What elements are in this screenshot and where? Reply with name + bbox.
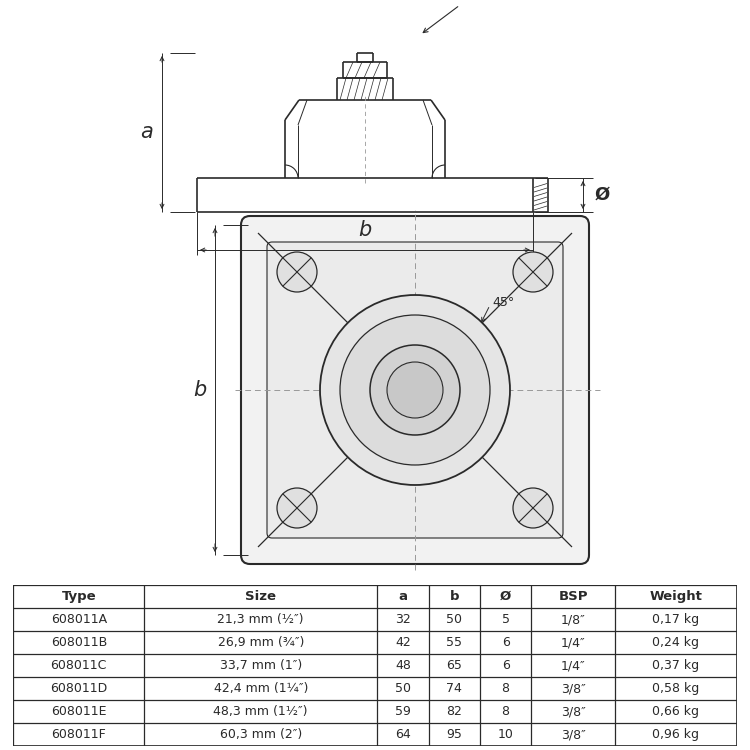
Text: BSP: BSP	[559, 590, 588, 603]
Text: 50: 50	[395, 682, 411, 695]
Text: 82: 82	[446, 705, 462, 718]
Text: 64: 64	[395, 728, 411, 741]
Text: 0,17 kg: 0,17 kg	[652, 613, 700, 626]
Text: 74: 74	[446, 682, 462, 695]
Text: 55: 55	[446, 636, 462, 649]
FancyBboxPatch shape	[241, 216, 589, 564]
Text: 50: 50	[446, 613, 462, 626]
Text: 0,37 kg: 0,37 kg	[652, 659, 700, 672]
Text: 608011C: 608011C	[50, 659, 107, 672]
Circle shape	[277, 488, 317, 528]
Text: 8: 8	[502, 705, 509, 718]
Text: 608011D: 608011D	[50, 682, 107, 695]
Text: 59: 59	[395, 705, 411, 718]
Text: 0,58 kg: 0,58 kg	[652, 682, 700, 695]
FancyBboxPatch shape	[267, 242, 563, 538]
Text: 3/8″: 3/8″	[561, 705, 586, 718]
Text: 65: 65	[446, 659, 462, 672]
Text: 3/8″: 3/8″	[561, 682, 586, 695]
Text: 6: 6	[502, 659, 509, 672]
Text: 8: 8	[502, 682, 509, 695]
Text: 42: 42	[395, 636, 411, 649]
Text: 45°: 45°	[492, 296, 514, 310]
Circle shape	[370, 345, 460, 435]
Text: 608011E: 608011E	[51, 705, 106, 718]
Text: Ø: Ø	[595, 186, 610, 204]
Text: b: b	[194, 380, 206, 400]
Text: 33,7 mm (1″): 33,7 mm (1″)	[220, 659, 302, 672]
Text: b: b	[358, 220, 372, 240]
Text: 608011A: 608011A	[51, 613, 106, 626]
Text: 0,96 kg: 0,96 kg	[652, 728, 699, 741]
Text: 26,9 mm (¾″): 26,9 mm (¾″)	[217, 636, 304, 649]
Text: 48,3 mm (1½″): 48,3 mm (1½″)	[214, 705, 308, 718]
Circle shape	[387, 362, 443, 418]
Text: 48: 48	[395, 659, 411, 672]
Text: Weight: Weight	[650, 590, 702, 603]
Text: 1/4″: 1/4″	[561, 659, 586, 672]
Text: 1/4″: 1/4″	[561, 636, 586, 649]
Text: 1/8″: 1/8″	[561, 613, 586, 626]
Text: a: a	[398, 590, 407, 603]
Text: 608011F: 608011F	[52, 728, 106, 741]
Circle shape	[320, 295, 510, 485]
Text: 60,3 mm (2″): 60,3 mm (2″)	[220, 728, 302, 741]
Text: 3/8″: 3/8″	[561, 728, 586, 741]
Text: 5: 5	[502, 613, 509, 626]
Text: 42,4 mm (1¼″): 42,4 mm (1¼″)	[214, 682, 308, 695]
Text: 0,66 kg: 0,66 kg	[652, 705, 699, 718]
Circle shape	[513, 488, 553, 528]
Text: 6: 6	[502, 636, 509, 649]
Text: 32: 32	[395, 613, 411, 626]
Text: Size: Size	[245, 590, 276, 603]
Circle shape	[513, 252, 553, 292]
Text: a: a	[141, 122, 153, 142]
Text: 608011B: 608011B	[51, 636, 107, 649]
Circle shape	[340, 315, 490, 465]
Text: 10: 10	[498, 728, 514, 741]
Text: Type: Type	[62, 590, 96, 603]
Text: 21,3 mm (½″): 21,3 mm (½″)	[217, 613, 304, 626]
Text: 0,24 kg: 0,24 kg	[652, 636, 699, 649]
Circle shape	[277, 252, 317, 292]
Text: b: b	[449, 590, 459, 603]
Text: 95: 95	[446, 728, 462, 741]
Text: Ø: Ø	[500, 590, 512, 603]
